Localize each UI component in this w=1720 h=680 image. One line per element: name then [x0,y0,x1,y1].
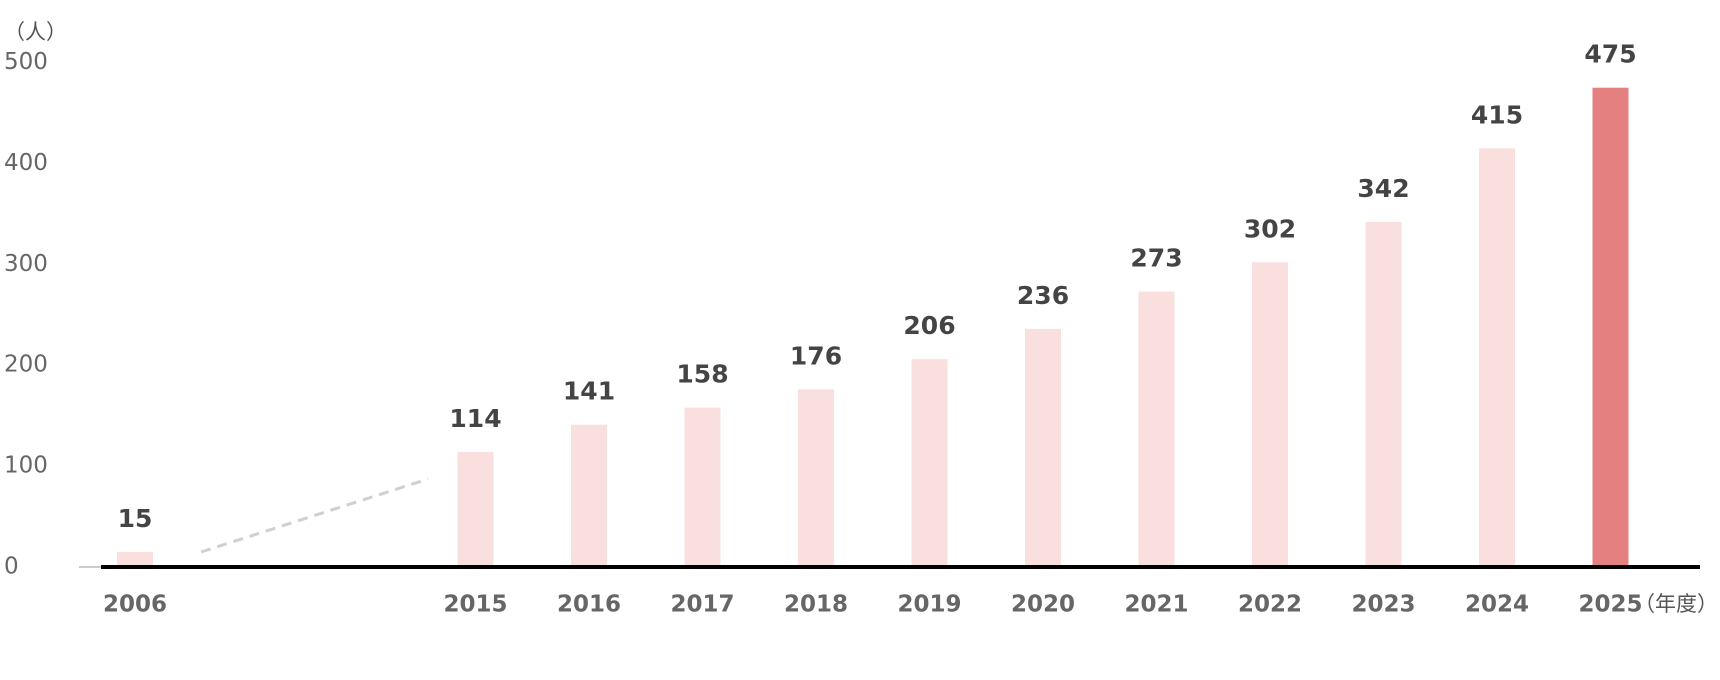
x-tick-label: 2017 [670,592,734,618]
x-tick-label: 2022 [1238,592,1302,618]
bar [1138,291,1175,567]
bar [457,451,494,567]
y-tick-label: 0 [4,554,19,580]
value-label: 415 [1471,100,1523,129]
value-label: 206 [903,311,955,340]
bar [1592,87,1629,567]
x-tick-label: 2025 [1578,592,1642,618]
x-tick-label: 2015 [443,592,507,618]
x-tick-label: 2020 [1011,592,1075,618]
x-tick-label: 2021 [1124,592,1188,618]
value-label: 273 [1130,244,1182,273]
value-label: 302 [1244,214,1296,243]
value-label: 236 [1017,281,1069,310]
value-label: 176 [790,341,842,370]
x-tick-label: 2023 [1351,592,1415,618]
bar [1365,221,1402,567]
y-tick-label: 200 [4,352,48,378]
bar [798,389,834,567]
x-tick-label: 2019 [897,592,961,618]
y-tick-label: 500 [4,49,48,75]
bar [1252,262,1288,567]
x-axis-label: （年度） [1634,592,1718,616]
bar [571,424,607,567]
y-axis-label: （人） [4,20,67,44]
value-label: 158 [676,360,728,389]
value-label: 114 [449,404,501,433]
y-tick-label: 400 [4,150,48,176]
x-tick-label: 2016 [557,592,621,618]
x-tick-label: 2006 [103,592,167,618]
value-label: 141 [563,377,615,406]
axis-break [200,477,429,554]
value-label: 342 [1357,174,1409,203]
value-label: 15 [118,504,153,533]
bar [117,551,153,567]
x-tick-label: 2018 [784,592,848,618]
y-tick-label: 300 [4,251,48,277]
bar [911,359,948,567]
bar [1025,328,1061,567]
bar [1479,148,1515,567]
y-tick-label: 100 [4,453,48,479]
x-tick-label: 2024 [1465,592,1529,618]
bar [684,407,721,567]
value-label: 475 [1584,40,1636,69]
